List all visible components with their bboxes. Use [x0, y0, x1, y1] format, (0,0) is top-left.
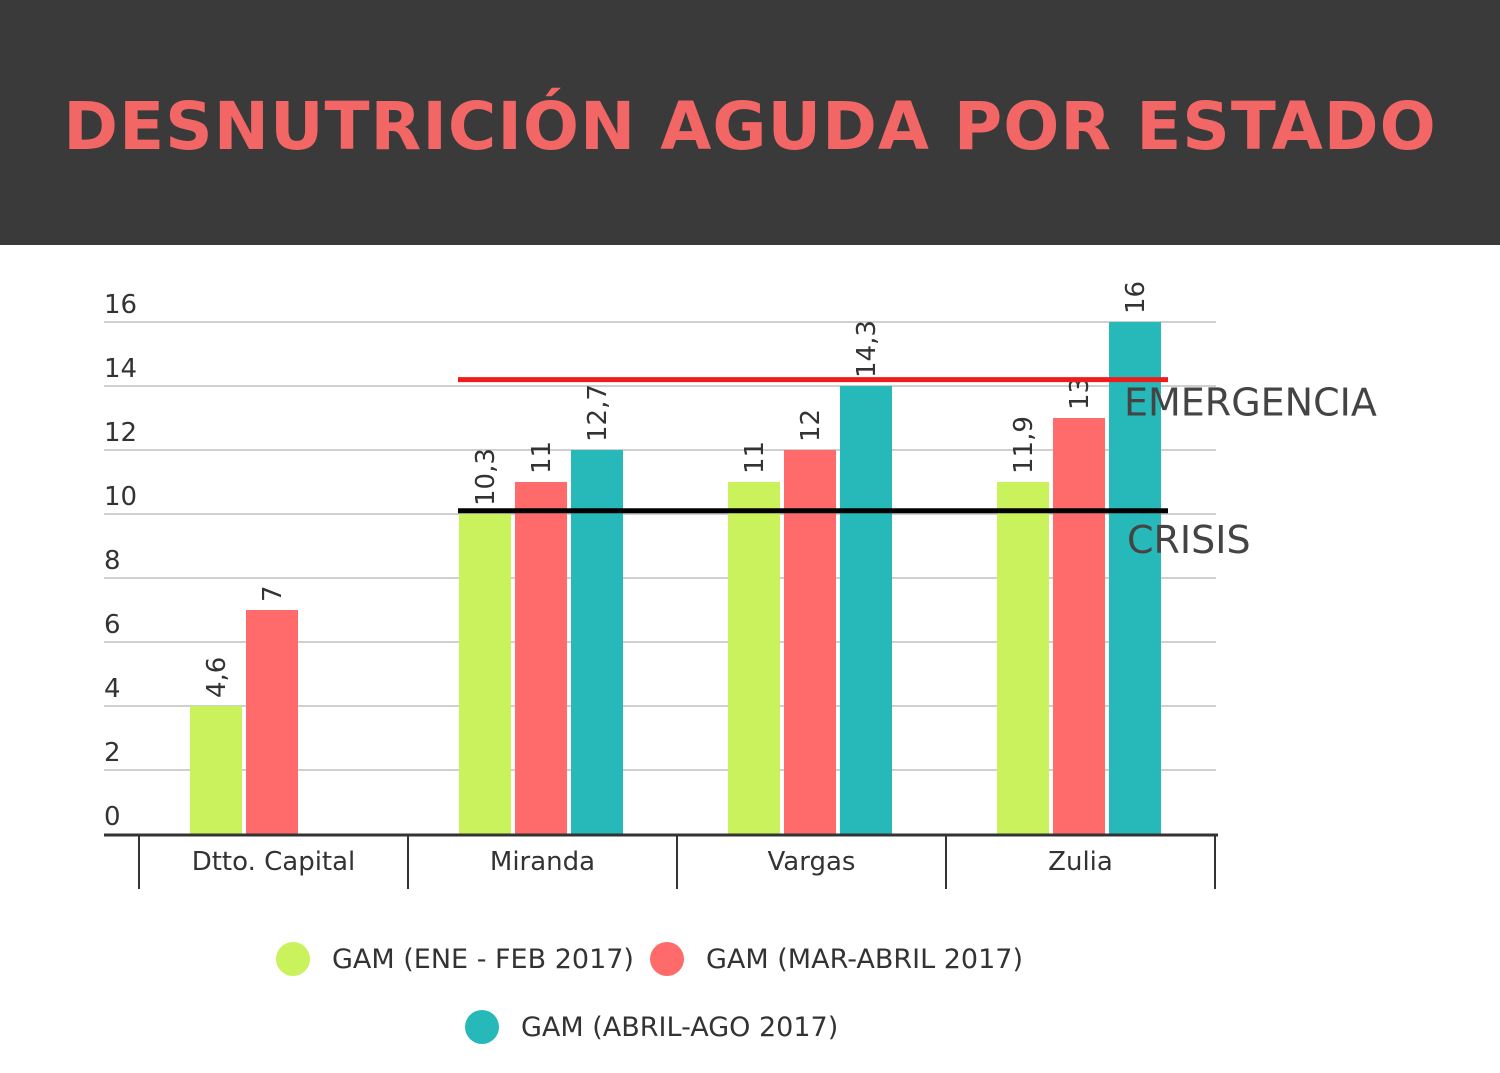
- bar-value-label: 14,3: [852, 320, 882, 378]
- bar-value-label: 12,7: [583, 384, 613, 442]
- y-tick-label: 4: [104, 674, 121, 704]
- bar: [784, 450, 836, 834]
- bar: [997, 482, 1049, 834]
- bar: [840, 386, 892, 834]
- bar: [515, 482, 567, 834]
- bar-value-label: 11: [527, 441, 557, 474]
- bar: [459, 514, 511, 834]
- bar-value-label: 4,6: [202, 657, 232, 698]
- bar-value-label: 12: [796, 409, 826, 442]
- bar-value-label: 11: [740, 441, 770, 474]
- y-tick-label: 2: [104, 738, 121, 768]
- legend-item-series-1: GAM (ENE - FEB 2017): [276, 942, 634, 976]
- x-tick-label: Dtto. Capital: [192, 847, 356, 877]
- legend-swatch-series-2: [650, 942, 684, 976]
- threshold-label: EMERGENCIA: [1124, 381, 1377, 425]
- bar: [571, 450, 623, 834]
- bar-value-label: 11,9: [1009, 416, 1039, 474]
- y-tick-label: 6: [104, 610, 121, 640]
- bar-value-label: 7: [258, 585, 288, 602]
- y-tick-label: 16: [104, 290, 137, 320]
- bar-value-label: 16: [1121, 281, 1151, 314]
- legend-item-series-2: GAM (MAR-ABRIL 2017): [650, 942, 1023, 976]
- bar: [728, 482, 780, 834]
- bar: [190, 706, 242, 834]
- bar: [1053, 418, 1105, 834]
- legend-item-series-3: GAM (ABRIL-AGO 2017): [465, 1010, 838, 1044]
- x-tick-label: Zulia: [1048, 847, 1113, 877]
- header-banner: DESNUTRICIÓN AGUDA POR ESTADO: [0, 0, 1500, 245]
- bar: [1109, 322, 1161, 834]
- y-tick-label: 14: [104, 354, 137, 384]
- bar-value-label: 13: [1065, 377, 1095, 410]
- threshold-label: CRISIS: [1127, 518, 1251, 562]
- legend-swatch-series-3: [465, 1010, 499, 1044]
- legend-swatch-series-1: [276, 942, 310, 976]
- bar: [246, 610, 298, 834]
- y-tick-label: 10: [104, 482, 137, 512]
- y-tick-label: 12: [104, 418, 137, 448]
- bar-value-label: 10,3: [471, 448, 501, 506]
- y-tick-label: 0: [104, 802, 121, 832]
- legend-label-series-2: GAM (MAR-ABRIL 2017): [706, 943, 1023, 975]
- chart-title: DESNUTRICIÓN AGUDA POR ESTADO: [63, 88, 1437, 165]
- legend-label-series-1: GAM (ENE - FEB 2017): [332, 943, 634, 975]
- y-tick-label: 8: [104, 546, 121, 576]
- x-tick-label: Miranda: [490, 847, 595, 877]
- x-tick-label: Vargas: [768, 847, 856, 877]
- legend-label-series-3: GAM (ABRIL-AGO 2017): [521, 1011, 839, 1043]
